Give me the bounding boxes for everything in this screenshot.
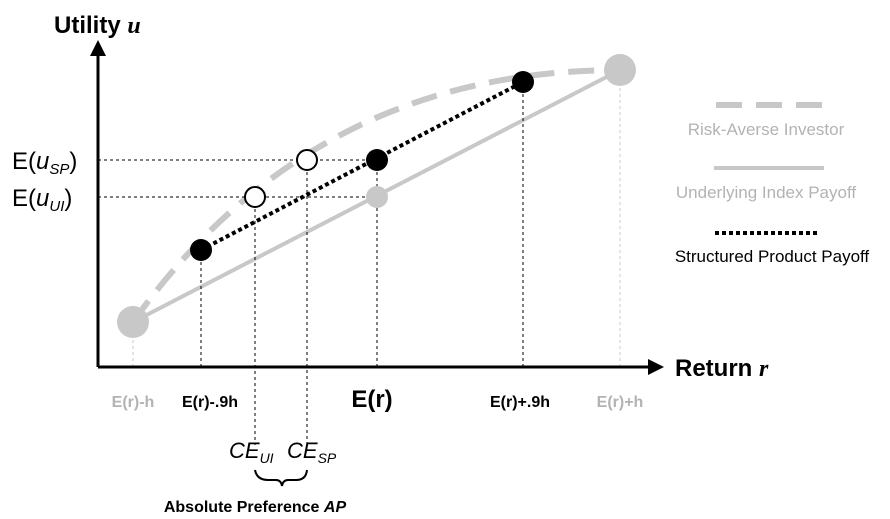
y-tick-e-uui: E(uUI) [12, 185, 72, 215]
y-axis-title: Utility u [54, 12, 141, 39]
point-underlying-low [117, 306, 149, 338]
guide-lines [98, 82, 524, 445]
x-tick-er-plus-h: E(r)+h [597, 394, 644, 411]
x-tick-er-minus-09h: E(r)-.9h [182, 394, 238, 411]
x-tick-er-minus-h: E(r)-h [112, 394, 155, 411]
point-underlying-high [604, 54, 636, 86]
x-axis-title: Return r [675, 355, 769, 382]
legend-structured-label: Structured Product Payoff [675, 247, 870, 266]
point-ce-ui [244, 186, 266, 208]
structured-payoff-line [200, 80, 524, 252]
ce-ui-label: CEUI [229, 438, 274, 466]
legend-underlying-label: Underlying Index Payoff [676, 183, 856, 202]
x-tick-er: E(r) [351, 386, 392, 413]
point-structured-mean [366, 149, 388, 171]
brace-label: Absolute Preference AP [164, 499, 347, 516]
x-axis-arrow [648, 359, 664, 375]
brace-icon [254, 469, 308, 487]
point-structured-low [190, 239, 212, 261]
point-ce-sp [296, 149, 318, 171]
point-structured-high [512, 71, 534, 93]
risk-averse-curve [130, 67, 621, 324]
ce-sp-label: CESP [287, 438, 337, 466]
point-underlying-mean [366, 186, 388, 208]
y-axis-arrow [90, 40, 106, 56]
y-tick-e-usp: E(uSP) [12, 148, 77, 178]
legend-risk-averse-label: Risk-Averse Investor [688, 120, 845, 139]
x-tick-er-plus-09h: E(r)+.9h [490, 394, 550, 411]
